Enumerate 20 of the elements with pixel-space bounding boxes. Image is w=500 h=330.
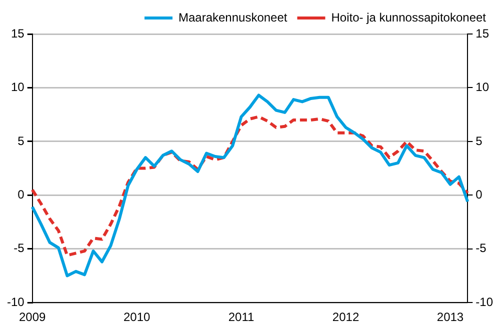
x-tick-label: 2010 [123,310,150,324]
legend-label: Maarakennuskoneet [178,10,288,24]
x-tick-label: 2011 [228,310,255,324]
y-tick-label: 0 [476,187,483,202]
x-tick-label: 2009 [18,310,46,324]
x-tick-label: 2012 [332,310,360,324]
y-tick-label: 15 [476,26,490,40]
y2-tick-label: 0 [18,187,25,202]
y2-tick-label: 15 [10,26,25,40]
y2-tick-label: 10 [10,80,25,94]
y-tick-label: 10 [476,80,490,94]
line-series [30,115,470,257]
x-tick-label: 2013 [436,310,464,324]
y-tick-label: -10 [476,294,494,309]
y2-tick-label: -10 [7,294,25,309]
y-tick-label: -5 [476,241,487,256]
y2-tick-label: -5 [14,241,25,256]
legend-label: Hoito- ja kunnossapitokoneet [331,10,487,24]
y2-tick-label: 5 [18,134,25,148]
y-tick-label: 5 [476,134,483,148]
